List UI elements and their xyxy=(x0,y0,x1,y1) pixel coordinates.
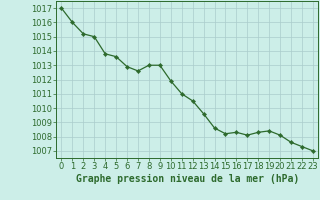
X-axis label: Graphe pression niveau de la mer (hPa): Graphe pression niveau de la mer (hPa) xyxy=(76,174,299,184)
